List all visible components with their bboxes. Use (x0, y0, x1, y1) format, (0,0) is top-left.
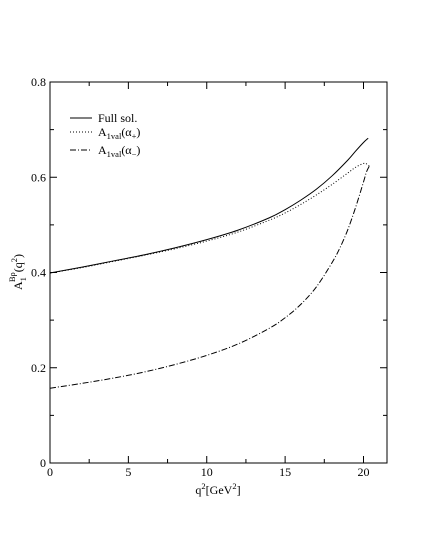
series-line-0 (49, 137, 369, 274)
x-tick-label-4: 20 (357, 465, 369, 479)
y-axis-label: A1Bρ(q2) (7, 254, 28, 290)
x-tick-label-0: 0 (47, 465, 53, 479)
legend-label-alpha-minus: A1val(α−) (98, 143, 140, 159)
x-tick-label-2: 10 (201, 465, 213, 479)
legend-label-full-sol: Full sol. (98, 111, 137, 125)
x-axis-label: q2[GeV2] (195, 481, 240, 497)
y-tick-label-4: 0.8 (31, 75, 46, 89)
y-tick-label-0: 0 (40, 456, 46, 470)
series-line-1 (49, 162, 371, 274)
series-line-2 (49, 165, 371, 389)
legend: Full sol. A1val(α+) A1val(α−) (70, 111, 140, 159)
axis-ticks: 0 5 10 15 20 0 0.2 0.4 0.6 0.8 (31, 75, 387, 479)
y-tick-label-3: 0.6 (31, 170, 46, 184)
y-tick-label-2: 0.4 (31, 266, 46, 280)
x-tick-label-3: 15 (279, 465, 291, 479)
plot-frame (49, 81, 388, 464)
y-tick-label-1: 0.2 (31, 361, 46, 375)
legend-label-alpha-plus: A1val(α+) (98, 125, 140, 141)
series-layer (49, 137, 371, 389)
x-tick-label-1: 5 (125, 465, 131, 479)
